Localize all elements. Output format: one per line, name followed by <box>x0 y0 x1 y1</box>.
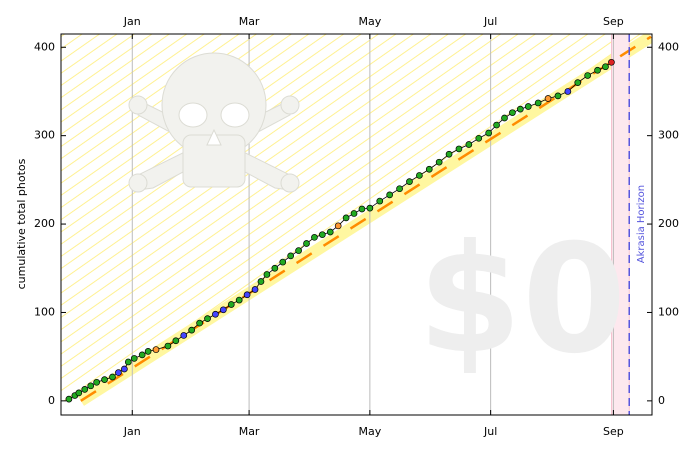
y-axis-label: cumulative total photos <box>15 158 28 289</box>
data-point <box>152 346 160 353</box>
data-point <box>130 355 138 362</box>
data-point <box>287 252 295 260</box>
x-tick-label-top: Sep <box>603 15 624 28</box>
y-tick-label-right: 200 <box>658 217 679 230</box>
data-point <box>425 165 433 173</box>
data-point <box>93 378 100 386</box>
data-point <box>172 337 180 345</box>
data-point <box>204 315 211 322</box>
data-point <box>295 247 302 254</box>
data-point <box>164 342 172 350</box>
axes: Jan Jan Mar Mar May May Jul Jul Sep Sep 0 0 100 100 20… <box>34 15 679 438</box>
data-point <box>435 158 443 166</box>
data-point <box>318 231 326 239</box>
data-point <box>516 105 524 113</box>
y-tick-label: 300 <box>34 129 55 142</box>
x-tick-label: Jan <box>123 425 141 438</box>
data-point <box>493 121 500 129</box>
y-tick-label-right: 400 <box>658 40 679 53</box>
data-point <box>342 214 350 222</box>
data-point <box>109 373 116 381</box>
data-point <box>101 376 108 383</box>
data-point <box>594 66 601 74</box>
y-tick-label: 0 <box>48 394 55 407</box>
data-point <box>396 185 403 193</box>
data-point <box>65 395 73 403</box>
data-point <box>608 58 615 66</box>
x-tick-label-top: Mar <box>239 15 260 28</box>
x-tick-label-top: Jan <box>123 15 141 28</box>
data-point <box>263 271 271 278</box>
data-point <box>350 210 358 217</box>
data-point <box>121 365 128 373</box>
x-tick-label: May <box>358 425 381 438</box>
x-tick-label: Sep <box>603 425 624 438</box>
data-point <box>243 291 251 299</box>
data-point <box>544 95 552 102</box>
data-point <box>455 145 463 153</box>
data-point <box>220 306 227 314</box>
watermark: $0 <box>418 213 627 387</box>
data-point <box>180 332 188 339</box>
y-tick-label-right: 0 <box>658 394 665 407</box>
data-point <box>465 141 473 148</box>
data-point <box>366 204 374 212</box>
y-tick-label: 400 <box>34 40 55 53</box>
data-point <box>386 191 394 199</box>
data-point <box>501 114 508 122</box>
horizon-label: Akrasia Horizon <box>636 185 647 263</box>
data-point <box>416 172 423 179</box>
data-point <box>212 310 219 318</box>
y-tick-label-right: 100 <box>658 305 679 318</box>
data-point <box>303 240 310 247</box>
data-point <box>75 389 83 397</box>
y-tick-label: 100 <box>34 305 55 318</box>
data-point <box>358 205 366 213</box>
data-point <box>534 99 542 107</box>
data-point <box>334 222 342 230</box>
data-point <box>251 286 259 293</box>
data-point <box>87 382 95 390</box>
data-point <box>257 278 265 285</box>
data-point <box>376 197 384 205</box>
data-point <box>475 134 483 142</box>
data-point <box>138 351 146 359</box>
data-point <box>311 233 318 241</box>
data-point <box>115 369 122 376</box>
y-tick-label: 200 <box>34 217 55 230</box>
data-point <box>326 228 334 236</box>
data-point <box>524 103 532 110</box>
data-point <box>574 79 582 86</box>
data-layer <box>65 34 652 415</box>
data-point <box>445 150 453 158</box>
data-point <box>271 264 279 272</box>
data-point <box>485 129 493 137</box>
data-point <box>81 386 89 393</box>
data-point <box>235 296 243 304</box>
data-point <box>279 258 287 266</box>
data-point <box>196 319 203 327</box>
data-point <box>554 92 562 100</box>
data-point <box>227 301 235 308</box>
data-point <box>188 326 196 334</box>
x-tick-label-top: May <box>358 15 381 28</box>
data-point <box>144 348 152 355</box>
data-point <box>602 63 609 71</box>
data-point <box>406 178 413 185</box>
data-point <box>584 72 592 79</box>
x-tick-label-top: Jul <box>483 15 497 28</box>
y-tick-label-right: 300 <box>658 129 679 142</box>
data-point <box>509 109 516 117</box>
x-tick-label: Jul <box>483 425 497 438</box>
future-region <box>611 34 630 415</box>
data-point <box>124 358 132 366</box>
skull <box>128 52 300 193</box>
data-point <box>564 88 572 95</box>
x-tick-label: Mar <box>239 425 260 438</box>
